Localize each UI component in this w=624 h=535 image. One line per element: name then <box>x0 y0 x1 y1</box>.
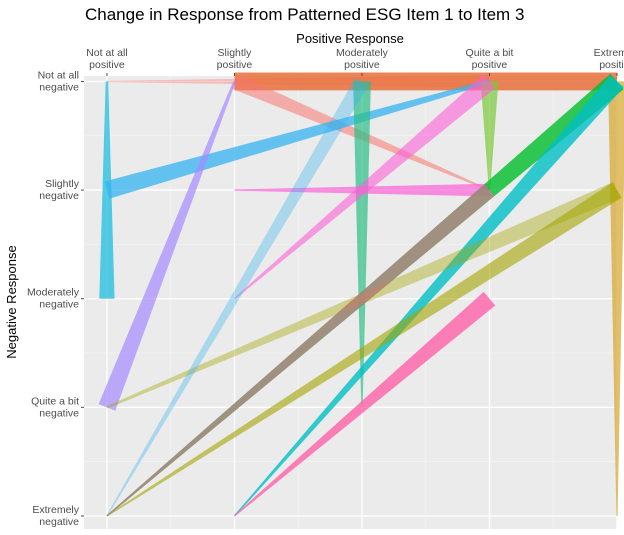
x-tick-label: Not at all positive <box>86 47 127 71</box>
x-tick-label: Extremelypositive <box>594 47 624 71</box>
chart-title: Change in Response from Patterned ESG It… <box>85 5 524 24</box>
x-tick-label: Slightly positive <box>217 47 253 71</box>
x-axis-title: Positive Response <box>296 31 404 46</box>
flow-segment <box>106 184 495 517</box>
flow-segment <box>106 77 369 517</box>
flow-segment <box>106 182 622 517</box>
y-tick-label: Quite a bit negative <box>31 395 79 419</box>
y-tick-label: Moderately negative <box>27 287 80 311</box>
y-tick-label: Not at all negative <box>38 69 80 93</box>
flow-segments <box>98 72 624 517</box>
flow-segment <box>234 75 624 517</box>
y-tick-label: Slightly negative <box>39 178 79 202</box>
y-tick-labels: Not at all negative Slightly negative Modera… <box>27 69 84 528</box>
x-tick-label: Quite a bit positive <box>466 47 514 71</box>
flow-segment <box>480 81 499 191</box>
x-tick-label: Moderately positive <box>336 47 389 71</box>
y-axis-title: Negative Response <box>4 245 19 358</box>
flow-segment <box>234 291 496 517</box>
flow-segment <box>234 74 496 300</box>
flow-segment <box>353 81 371 408</box>
flow-segment <box>98 81 236 411</box>
x-tick-labels: Not at all positive Slightly positive Modera… <box>86 47 624 76</box>
flow-segment <box>234 72 617 91</box>
y-tick-label: Extremely negative <box>32 504 79 528</box>
